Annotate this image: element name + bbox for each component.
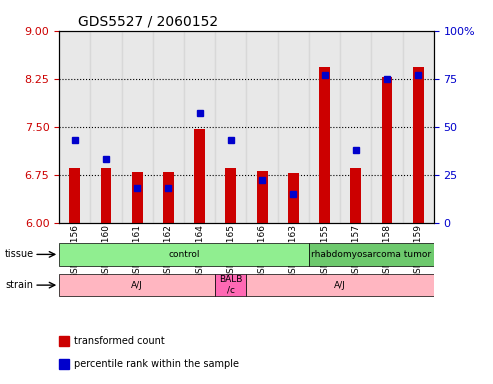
- Bar: [246, 31, 278, 223]
- Bar: [90, 31, 122, 223]
- Bar: [70, 168, 80, 223]
- Bar: [132, 172, 142, 223]
- Text: transformed count: transformed count: [74, 336, 165, 346]
- Bar: [319, 67, 330, 223]
- Text: tissue: tissue: [5, 249, 34, 259]
- Text: A/J: A/J: [334, 281, 346, 290]
- Bar: [403, 31, 434, 223]
- Bar: [184, 31, 215, 223]
- Bar: [194, 129, 205, 223]
- Bar: [351, 168, 361, 223]
- Bar: [413, 67, 423, 223]
- Bar: [122, 31, 153, 223]
- Text: control: control: [168, 250, 200, 259]
- Bar: [225, 168, 236, 223]
- Bar: [153, 31, 184, 223]
- Bar: [163, 172, 174, 223]
- Text: rhabdomyosarcoma tumor: rhabdomyosarcoma tumor: [312, 250, 431, 259]
- Text: BALB
/c: BALB /c: [219, 275, 243, 295]
- FancyBboxPatch shape: [309, 243, 434, 266]
- FancyBboxPatch shape: [59, 243, 309, 266]
- Bar: [340, 31, 371, 223]
- Text: percentile rank within the sample: percentile rank within the sample: [74, 359, 239, 369]
- Bar: [278, 31, 309, 223]
- Bar: [101, 168, 111, 223]
- Text: GDS5527 / 2060152: GDS5527 / 2060152: [78, 14, 218, 28]
- Text: A/J: A/J: [131, 281, 143, 290]
- Bar: [257, 171, 268, 223]
- Bar: [215, 31, 246, 223]
- FancyBboxPatch shape: [215, 274, 246, 296]
- Bar: [288, 173, 299, 223]
- FancyBboxPatch shape: [246, 274, 434, 296]
- FancyBboxPatch shape: [59, 274, 215, 296]
- Text: strain: strain: [5, 280, 33, 290]
- Bar: [59, 31, 90, 223]
- Bar: [382, 78, 392, 223]
- Bar: [371, 31, 403, 223]
- Bar: [309, 31, 340, 223]
